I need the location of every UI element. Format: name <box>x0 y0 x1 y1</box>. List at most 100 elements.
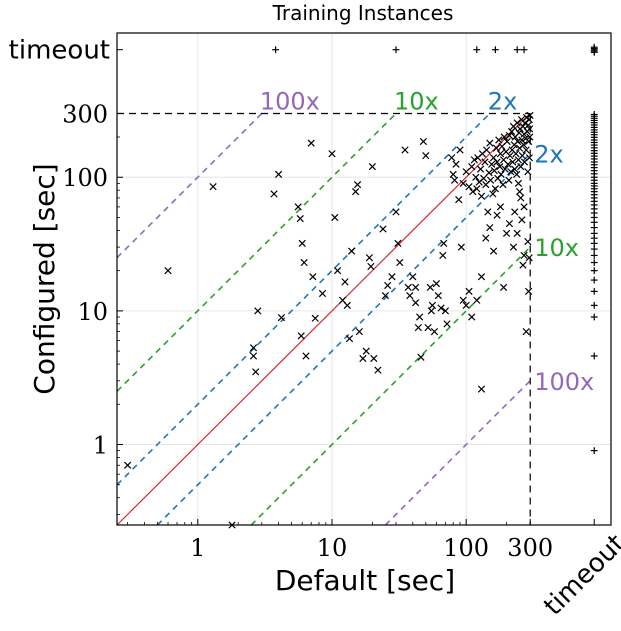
x-marker-point <box>411 299 420 307</box>
x-marker-point <box>493 158 501 166</box>
plus-marker-point <box>590 252 598 259</box>
x-marker-point <box>249 352 258 360</box>
x-marker-point <box>362 347 370 355</box>
plus-marker-point <box>520 46 528 54</box>
x-marker-point <box>456 146 464 154</box>
plus-marker-point <box>473 46 481 54</box>
x-marker-point <box>297 332 305 340</box>
x-marker-point <box>417 353 425 361</box>
x-marker-point <box>368 163 377 171</box>
x-marker-point <box>465 183 473 191</box>
x-marker-point <box>509 158 517 166</box>
x-marker-point <box>328 150 336 158</box>
x-marker-point <box>374 366 382 374</box>
x-marker-point <box>497 170 505 179</box>
x-tick-label: 10 <box>317 534 348 562</box>
x-marker-point <box>462 301 470 309</box>
x-marker-point <box>481 158 489 166</box>
plus-marker-point <box>590 229 598 237</box>
x-marker-point <box>491 185 499 193</box>
x-marker-point <box>396 258 404 267</box>
chart-title: Training Instances <box>272 1 454 25</box>
x-marker-point <box>428 301 437 309</box>
x-marker-point <box>124 461 132 469</box>
x-marker-point <box>401 146 409 154</box>
x-marker-point <box>507 168 515 176</box>
x-axis-label: Default [sec] <box>275 564 455 597</box>
x-marker-point <box>468 163 476 171</box>
x-marker-point <box>505 131 514 140</box>
x-tick-label: 300 <box>507 534 553 562</box>
x-marker-point <box>507 127 516 136</box>
plus-marker-point <box>392 46 400 54</box>
plus-marker-point <box>590 43 598 51</box>
x-marker-point <box>411 283 420 291</box>
x-marker-point <box>517 163 525 171</box>
x-marker-point <box>488 160 496 168</box>
x-marker-point <box>486 139 494 147</box>
x-marker-point <box>499 283 508 291</box>
x-marker-point <box>164 267 172 275</box>
x-marker-point <box>311 314 319 322</box>
data-points <box>124 43 598 529</box>
x-marker-point <box>496 163 504 171</box>
reference-line-100x-above <box>116 112 263 259</box>
x-marker-point <box>459 179 467 187</box>
x-marker-point <box>504 160 512 168</box>
y-tick-label: 10 <box>77 298 108 326</box>
x-tick-label: 100 <box>443 534 489 562</box>
x-marker-point <box>511 208 519 216</box>
x-marker-point <box>426 283 434 291</box>
x-marker-point <box>459 296 467 304</box>
x-marker-point <box>524 237 532 246</box>
x-marker-point <box>302 352 310 360</box>
x-marker-point <box>476 165 485 173</box>
x-marker-point <box>480 174 488 183</box>
x-marker-point <box>493 211 501 219</box>
x-marker-point <box>427 307 435 315</box>
x-marker-point <box>252 368 260 376</box>
x-marker-point <box>439 251 447 260</box>
plot-frame <box>116 32 612 526</box>
x-marker-point <box>367 262 375 271</box>
cutoff-lines <box>117 112 531 525</box>
x-marker-point <box>514 179 523 187</box>
x-marker-point <box>490 167 498 175</box>
x-marker-point <box>254 307 262 315</box>
x-marker-point <box>514 137 522 146</box>
x-marker-point <box>485 169 493 177</box>
x-marker-point <box>331 213 339 222</box>
x-marker-point <box>424 323 432 332</box>
x-marker-point <box>414 323 422 332</box>
x-marker-point <box>496 150 505 158</box>
x-marker-point <box>457 243 465 251</box>
plus-marker-point <box>590 301 598 309</box>
x-marker-point <box>473 185 481 193</box>
reference-label-right: 2x <box>534 141 563 169</box>
x-marker-point <box>343 301 351 309</box>
y-tick-label: 100 <box>62 164 108 192</box>
reference-label-upper: 10x <box>394 87 439 115</box>
x-marker-point <box>298 239 306 247</box>
x-marker-point <box>437 304 445 312</box>
x-marker-point <box>525 254 533 262</box>
grid <box>117 33 611 525</box>
x-marker-point <box>333 267 342 275</box>
x-marker-point <box>309 273 317 281</box>
x-marker-point <box>484 208 492 216</box>
reference-lines <box>116 112 531 526</box>
reference-line-100x-below <box>384 380 531 526</box>
x-marker-point <box>392 208 400 216</box>
x-marker-point <box>440 239 448 247</box>
x-marker-point <box>294 203 302 211</box>
x-marker-point <box>468 313 476 321</box>
x-marker-point <box>394 239 402 247</box>
x-marker-point <box>384 281 392 290</box>
x-marker-point <box>477 273 486 281</box>
plus-marker-point <box>272 46 279 54</box>
plus-marker-point <box>513 46 521 54</box>
plus-marker-point <box>590 259 598 266</box>
x-marker-point <box>525 137 533 146</box>
x-marker-point <box>518 136 526 144</box>
y-tick-label: 300 <box>62 100 108 128</box>
